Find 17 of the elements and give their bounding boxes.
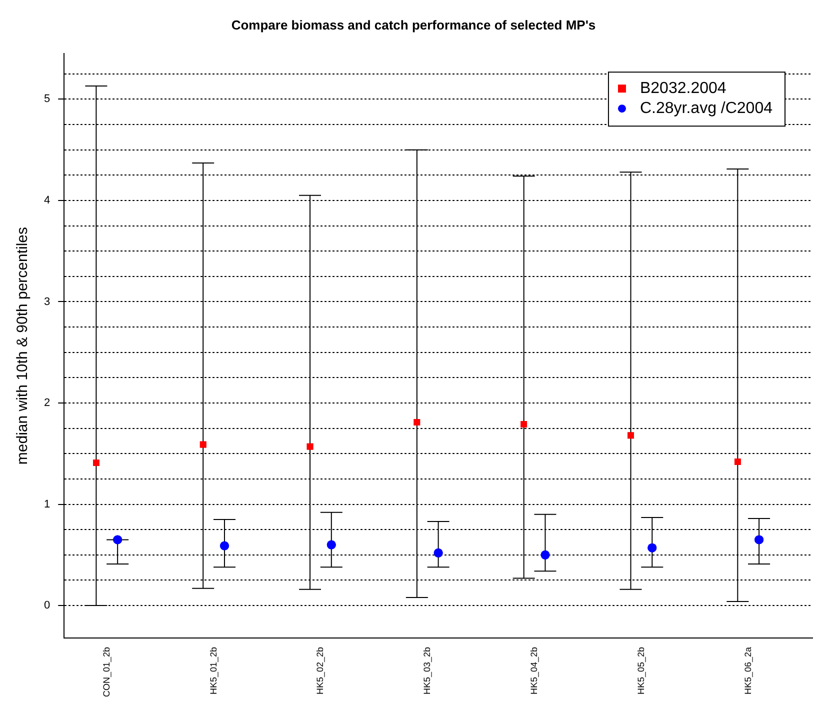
x-tick-label: HK5_03_2b: [422, 646, 432, 695]
y-axis-title: median with 10th & 90th percentiles: [14, 226, 32, 465]
y-tick-label: 4: [44, 194, 50, 206]
x-tick-label: HK5_04_2b: [529, 646, 540, 695]
x-tick-label: CON_01_2b: [101, 646, 112, 698]
y-tick-label: 1: [44, 498, 50, 510]
y-tick-label: 0: [44, 600, 50, 612]
y-tick-label: 5: [44, 93, 50, 106]
legend-label: B2032.2004: [640, 80, 726, 98]
x-tick-label: HK5_05_2b: [636, 646, 646, 695]
x-tick-label: HK5_06_2a: [742, 646, 753, 695]
y-tick-label: 3: [44, 296, 50, 308]
x-tick-label: HK5_02_2b: [315, 646, 326, 695]
chart-title: Compare biomass and catch performance of selected MP's: [231, 17, 596, 32]
x-tick-label: HK5_01_2b: [208, 646, 218, 695]
legend-label: C.28yr.avg /C2004: [640, 100, 773, 118]
y-tick-label: 2: [44, 397, 50, 410]
